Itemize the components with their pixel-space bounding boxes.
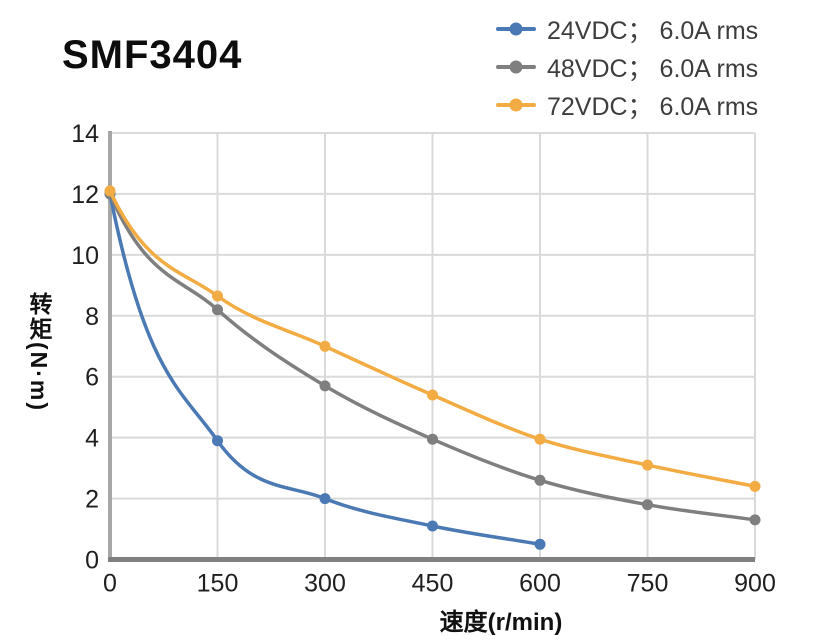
y-axis-title: 转矩(N·m)	[26, 291, 52, 413]
y-tick-label: 0	[85, 547, 99, 575]
x-tick-label: 900	[734, 570, 776, 598]
data-point-series-1	[534, 474, 546, 486]
legend-label-48vdc: 48VDC； 6.0A rms	[547, 54, 759, 83]
legend-line-dot-icon	[496, 98, 536, 111]
chart-title: SMF3404	[62, 33, 243, 77]
legend-line-dot-icon	[496, 22, 536, 35]
data-point-series-2	[534, 433, 546, 445]
legend-line-dot-icon	[496, 60, 536, 73]
legend: 24VDC； 6.0A rms 48VDC； 6.0A rms 72VDC； 6…	[496, 12, 758, 121]
data-point-series-2	[642, 459, 653, 471]
x-axis-title: 速度(r/min)	[439, 609, 563, 636]
data-point-series-0	[534, 538, 546, 550]
legend-item-48vdc: 48VDC； 6.0A rms	[496, 50, 758, 83]
legend-label-72vdc: 72VDC； 6.0A rms	[547, 92, 759, 121]
x-tick-label: 750	[627, 570, 669, 598]
y-tick-label: 14	[71, 120, 99, 148]
x-tick-label: 150	[197, 570, 239, 598]
y-tick-label: 10	[71, 242, 99, 270]
legend-item-72vdc: 72VDC； 6.0A rms	[496, 88, 758, 121]
series-line-0	[108, 192, 542, 547]
data-point-series-1	[642, 499, 653, 511]
legend-item-24vdc: 24VDC； 6.0A rms	[496, 12, 758, 45]
data-point-series-2	[427, 389, 438, 401]
data-point-series-2	[319, 340, 331, 352]
y-tick-label: 6	[85, 364, 99, 392]
x-tick-label: 0	[103, 570, 117, 598]
data-point-series-2	[749, 480, 761, 492]
data-point-series-0	[212, 435, 223, 447]
y-tick-label: 12	[71, 181, 99, 209]
data-point-series-0	[319, 493, 331, 505]
data-point-series-2	[212, 290, 223, 302]
data-point-series-2	[104, 185, 116, 197]
data-point-series-0	[427, 520, 438, 532]
y-tick-label: 8	[85, 303, 99, 331]
x-tick-label: 600	[519, 570, 561, 598]
legend-label-24vdc: 24VDC； 6.0A rms	[547, 16, 759, 45]
x-tick-label: 450	[412, 570, 454, 598]
x-tick-label: 300	[304, 570, 346, 598]
y-tick-label: 4	[85, 425, 99, 453]
data-point-series-1	[427, 433, 438, 445]
data-point-series-1	[749, 514, 761, 526]
data-point-series-1	[212, 304, 223, 316]
data-point-series-1	[319, 380, 331, 392]
y-tick-label: 2	[85, 486, 99, 514]
